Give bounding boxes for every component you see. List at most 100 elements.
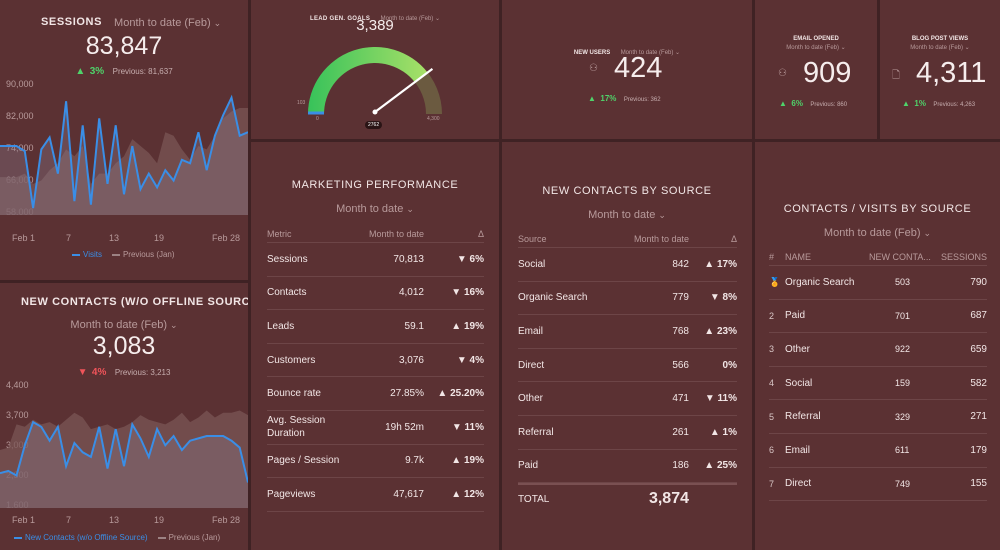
blog-views-period-dropdown[interactable]: Month to date (Feb) ⌄ bbox=[910, 45, 970, 51]
lead-gen-value: 3,389 bbox=[356, 17, 394, 34]
metric-delta: ▼ 6% bbox=[424, 242, 484, 277]
new-contacts-change-value: 4% bbox=[91, 367, 107, 378]
rank-number: 2 bbox=[769, 299, 785, 334]
column-header[interactable]: Month to date bbox=[359, 226, 424, 243]
source-name: Referral bbox=[518, 415, 610, 450]
medal-icon: 🏅 bbox=[769, 265, 785, 300]
legend-item-visits[interactable]: Visits bbox=[72, 250, 102, 259]
table-row[interactable]: Sessions 70,813 ▼ 6% bbox=[267, 242, 484, 277]
email-opened-change: ▲ 6% Previous: 860 bbox=[779, 93, 847, 111]
table-row[interactable]: 6 Email 611 179 bbox=[769, 433, 987, 468]
table-row[interactable]: Pageviews 47,617 ▲ 12% bbox=[267, 477, 484, 512]
contacts-visits-table: # NAME NEW CONTA... SESSIONS 🏅 Organic Se… bbox=[769, 249, 987, 502]
sessions-change-value: 3% bbox=[89, 66, 105, 77]
column-header[interactable]: Δ bbox=[424, 226, 484, 243]
legend-item-previous[interactable]: Previous (Jan) bbox=[157, 533, 220, 542]
table-row[interactable]: 3 Other 922 659 bbox=[769, 332, 987, 367]
marketing-period-dropdown[interactable]: Month to date ⌄ bbox=[251, 199, 499, 217]
triangle-up-icon: ▲ bbox=[437, 388, 451, 400]
triangle-up-icon: ▲ bbox=[588, 94, 596, 103]
legend-item-previous[interactable]: Previous (Jan) bbox=[111, 250, 175, 259]
column-header[interactable]: Metric bbox=[267, 226, 359, 243]
column-header[interactable]: Δ bbox=[689, 231, 737, 248]
lead-gen-period-dropdown[interactable]: Month to date (Feb) ⌄ bbox=[380, 16, 441, 22]
email-opened-period-dropdown[interactable]: Month to date (Feb) ⌄ bbox=[786, 45, 846, 51]
table-row[interactable]: Customers 3,076 ▼ 4% bbox=[267, 343, 484, 378]
lead-gen-goals-widget: LEAD GEN. GOALS Month to date (Feb) ⌄ 3,… bbox=[251, 0, 499, 139]
source-name: Direct bbox=[785, 467, 869, 502]
new-contacts-x-label: 13 bbox=[109, 515, 120, 525]
triangle-down-icon: ▼ bbox=[704, 393, 718, 405]
source-name: Organic Search bbox=[785, 265, 869, 300]
metric-name: Pages / Session bbox=[267, 444, 359, 479]
delta-value: 4% bbox=[469, 354, 484, 366]
table-row[interactable]: 5 Referral 329 271 bbox=[769, 399, 987, 434]
table-row[interactable]: 7 Direct 749 155 bbox=[769, 467, 987, 502]
table-row[interactable]: Bounce rate 27.85% ▲ 25.20% bbox=[267, 376, 484, 411]
table-row[interactable]: Leads 59.1 ▲ 19% bbox=[267, 309, 484, 344]
column-header[interactable]: Source bbox=[518, 231, 610, 248]
blog-views-period-label: Month to date (Feb) bbox=[910, 45, 963, 51]
source-name: Social bbox=[785, 366, 869, 401]
table-row[interactable]: Email 768 ▲ 23% bbox=[518, 314, 737, 349]
table-row[interactable]: Other 471 ▼ 11% bbox=[518, 381, 737, 416]
sessions-change: ▲ 3% Previous: 81,637 bbox=[0, 61, 248, 79]
table-row[interactable]: Pages / Session 9.7k ▲ 19% bbox=[267, 444, 484, 479]
source-value: 566 bbox=[610, 348, 689, 383]
source-delta: ▼ 8% bbox=[689, 281, 737, 316]
current-series-line bbox=[0, 94, 248, 209]
source-delta: ▲ 23% bbox=[689, 314, 737, 349]
new-users-period-dropdown[interactable]: Month to date (Feb) ⌄ bbox=[620, 50, 681, 56]
new-contacts-period-label: Month to date (Feb) bbox=[70, 319, 168, 331]
triangle-down-icon: ▼ bbox=[451, 287, 464, 299]
column-header[interactable]: NAME bbox=[785, 249, 869, 266]
sessions-count: 271 bbox=[937, 399, 987, 434]
column-header[interactable]: SESSIONS bbox=[937, 249, 987, 266]
metric-delta: ▲ 19% bbox=[424, 444, 484, 479]
new-users-widget: NEW USERS Month to date (Feb) ⌄ ⚇ 424 ▲ … bbox=[502, 0, 752, 139]
column-header[interactable]: Month to date bbox=[610, 231, 689, 248]
new-users-change: ▲ 17% Previous: 362 bbox=[588, 88, 661, 106]
delta-value: 19% bbox=[463, 320, 484, 332]
table-row[interactable]: Organic Search 779 ▼ 8% bbox=[518, 281, 737, 316]
table-row[interactable]: Avg. Session Duration 19h 52m ▼ 11% bbox=[267, 410, 484, 445]
contacts-visits-period-dropdown[interactable]: Month to date (Feb) ⌄ bbox=[755, 223, 1000, 241]
triangle-down-icon: ▼ bbox=[451, 421, 465, 433]
new-contacts-title: NEW CONTACTS (W/O OFFLINE SOURC... bbox=[21, 296, 248, 308]
table-row[interactable]: Contacts 4,012 ▼ 16% bbox=[267, 276, 484, 311]
contacts-by-source-period-dropdown[interactable]: Month to date ⌄ bbox=[502, 205, 752, 223]
table-row[interactable]: 4 Social 159 582 bbox=[769, 366, 987, 401]
contacts-visits-widget: CONTACTS / VISITS BY SOURCE Month to dat… bbox=[755, 142, 1000, 550]
contacts-by-source-period-label: Month to date bbox=[588, 209, 656, 221]
triangle-up-icon: ▲ bbox=[779, 99, 787, 108]
new-contacts-period-dropdown[interactable]: Month to date (Feb) ⌄ bbox=[0, 315, 248, 333]
email-opened-widget: EMAIL OPENED Month to date (Feb) ⌄ ⚇ 909… bbox=[755, 0, 877, 139]
new-contacts-x-label: Feb 28 bbox=[212, 515, 241, 525]
sessions-period-dropdown[interactable]: Month to date (Feb) ⌄ bbox=[114, 13, 221, 31]
table-row[interactable]: 2 Paid 701 687 bbox=[769, 299, 987, 334]
column-header[interactable]: NEW CONTA... bbox=[869, 249, 937, 266]
triangle-down-icon: ▼ bbox=[456, 354, 470, 366]
table-row[interactable]: Direct 566 0% bbox=[518, 348, 737, 383]
delta-value: 12% bbox=[463, 488, 484, 500]
metric-delta: ▼ 16% bbox=[424, 276, 484, 311]
chevron-down-icon: ⌄ bbox=[213, 18, 222, 28]
table-row[interactable]: Social 842 ▲ 17% bbox=[518, 247, 737, 282]
user-icon: ⚇ bbox=[778, 68, 787, 79]
marketing-title: MARKETING PERFORMANCE bbox=[291, 179, 459, 191]
column-header[interactable]: # bbox=[769, 249, 785, 266]
current-series-area bbox=[0, 422, 248, 508]
metric-name: Customers bbox=[267, 343, 359, 378]
table-row[interactable]: Referral 261 ▲ 1% bbox=[518, 415, 737, 450]
source-value: 186 bbox=[610, 449, 689, 484]
metric-value: 3,076 bbox=[359, 343, 424, 378]
table-row[interactable]: Paid 186 ▲ 25% bbox=[518, 449, 737, 484]
legend-item-new-contacts[interactable]: New Contacts (w/o Offline Source) bbox=[14, 533, 148, 542]
table-row[interactable]: 🏅 Organic Search 503 790 bbox=[769, 265, 987, 300]
blog-views-change-value: 1% bbox=[914, 99, 926, 108]
delta-value: 11% bbox=[464, 421, 484, 433]
source-value: 779 bbox=[610, 281, 689, 316]
metric-name: Pageviews bbox=[267, 477, 359, 512]
triangle-down-icon: ▼ bbox=[77, 367, 88, 378]
